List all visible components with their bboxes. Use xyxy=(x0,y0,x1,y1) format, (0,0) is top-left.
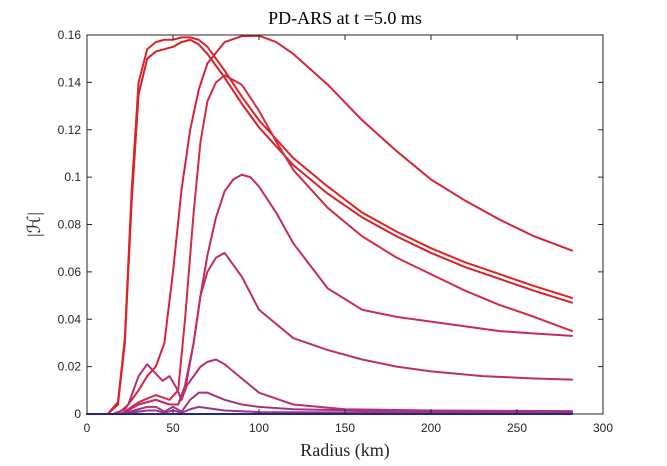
series-line-6 xyxy=(86,251,574,415)
x-tick-label: 100 xyxy=(249,421,269,435)
y-tick-label: 0.06 xyxy=(58,265,82,279)
x-tick-label: 250 xyxy=(507,421,527,435)
series-line-7 xyxy=(86,358,574,415)
series-line-9 xyxy=(86,405,574,415)
x-tick-label: 300 xyxy=(593,421,613,435)
y-tick-label: 0.1 xyxy=(64,170,81,184)
y-tick-label: 0.14 xyxy=(58,75,82,89)
x-tick-label: 200 xyxy=(421,421,441,435)
plot-area xyxy=(87,35,603,414)
x-tick-label: 150 xyxy=(335,421,355,435)
y-tick-label: 0.04 xyxy=(58,312,82,326)
series-line-4 xyxy=(86,74,574,415)
axes-layer: 0 50 100 150 200 250 300 0 0.02 0.04 0.06 0.08 0.1 0.… xyxy=(58,28,614,435)
y-tick-label: 0.08 xyxy=(58,218,82,232)
chart-title: PD-ARS at t =5.0 ms xyxy=(268,8,422,28)
y-tick-label: 0.12 xyxy=(58,123,82,137)
y-axis-label: |ℋ| xyxy=(24,212,44,237)
y-tick-label: 0.02 xyxy=(58,360,82,374)
series-line-2 xyxy=(86,36,574,415)
y-tick-label: 0.16 xyxy=(58,28,82,42)
x-axis-label: Radius (km) xyxy=(300,440,390,461)
x-tick-label: 50 xyxy=(166,421,180,435)
plot-background xyxy=(87,35,603,414)
series-line-3 xyxy=(86,34,574,415)
y-tick-label: 0 xyxy=(74,407,81,421)
x-tick-label: 0 xyxy=(84,421,91,435)
series-line-8 xyxy=(86,391,574,415)
